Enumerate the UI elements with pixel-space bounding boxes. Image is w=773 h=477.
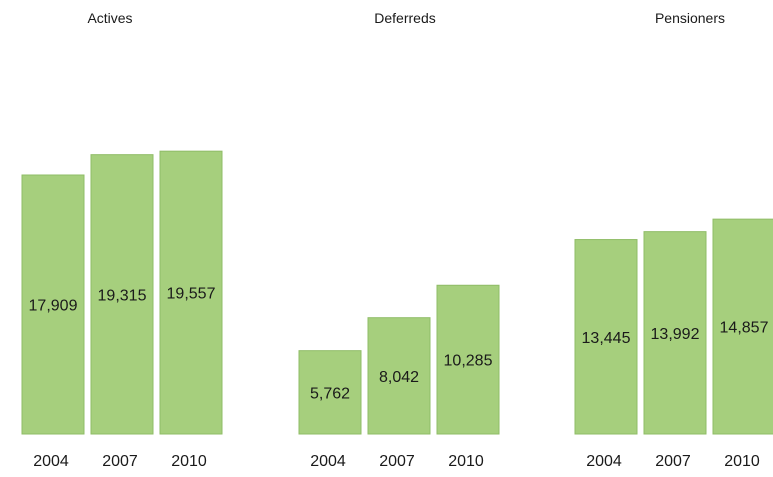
year-label-pensioners-2007: 2007	[655, 453, 691, 470]
year-label-actives-2004: 2004	[33, 453, 69, 470]
bar-deferreds-2010	[436, 284, 500, 435]
bar-pensioners-2010	[712, 218, 773, 435]
panel-title-pensioners: Pensioners	[655, 10, 725, 26]
bar-actives-2010	[159, 150, 223, 435]
panel-title-actives: Actives	[87, 10, 132, 26]
year-label-pensioners-2004: 2004	[586, 453, 622, 470]
year-label-actives-2010: 2010	[171, 453, 207, 470]
value-label-deferreds-2007: 8,042	[379, 369, 419, 386]
bar-actives-2007	[90, 154, 154, 435]
bar-pensioners-2004	[574, 239, 638, 435]
panel-title-deferreds: Deferreds	[374, 10, 435, 26]
bar-deferreds-2007	[367, 317, 431, 435]
bar-actives-2004	[21, 174, 85, 435]
panel-deferreds: Deferreds 5,762 2004 8,042 2007 10,285 2010	[298, 10, 500, 470]
value-label-pensioners-2010: 14,857	[720, 320, 769, 337]
value-label-deferreds-2010: 10,285	[444, 353, 493, 370]
year-label-deferreds-2010: 2010	[448, 453, 484, 470]
year-label-actives-2007: 2007	[102, 453, 138, 470]
year-label-deferreds-2004: 2004	[310, 453, 346, 470]
value-label-deferreds-2004: 5,762	[310, 385, 350, 402]
value-label-pensioners-2004: 13,445	[582, 330, 631, 347]
value-label-actives-2010: 19,557	[167, 286, 216, 303]
value-label-pensioners-2007: 13,992	[651, 326, 700, 343]
panel-actives: Actives 17,909 2004 19,315 2007 19,557 2010	[21, 10, 223, 470]
year-label-deferreds-2007: 2007	[379, 453, 415, 470]
bar-deferreds-2004	[298, 350, 362, 435]
value-label-actives-2004: 17,909	[29, 298, 78, 315]
value-label-actives-2007: 19,315	[98, 287, 147, 304]
year-label-pensioners-2010: 2010	[724, 453, 760, 470]
bar-pensioners-2007	[643, 231, 707, 435]
panel-pensioners: Pensioners 13,445 2004 13,992 2007 14,857 2010	[574, 10, 773, 470]
